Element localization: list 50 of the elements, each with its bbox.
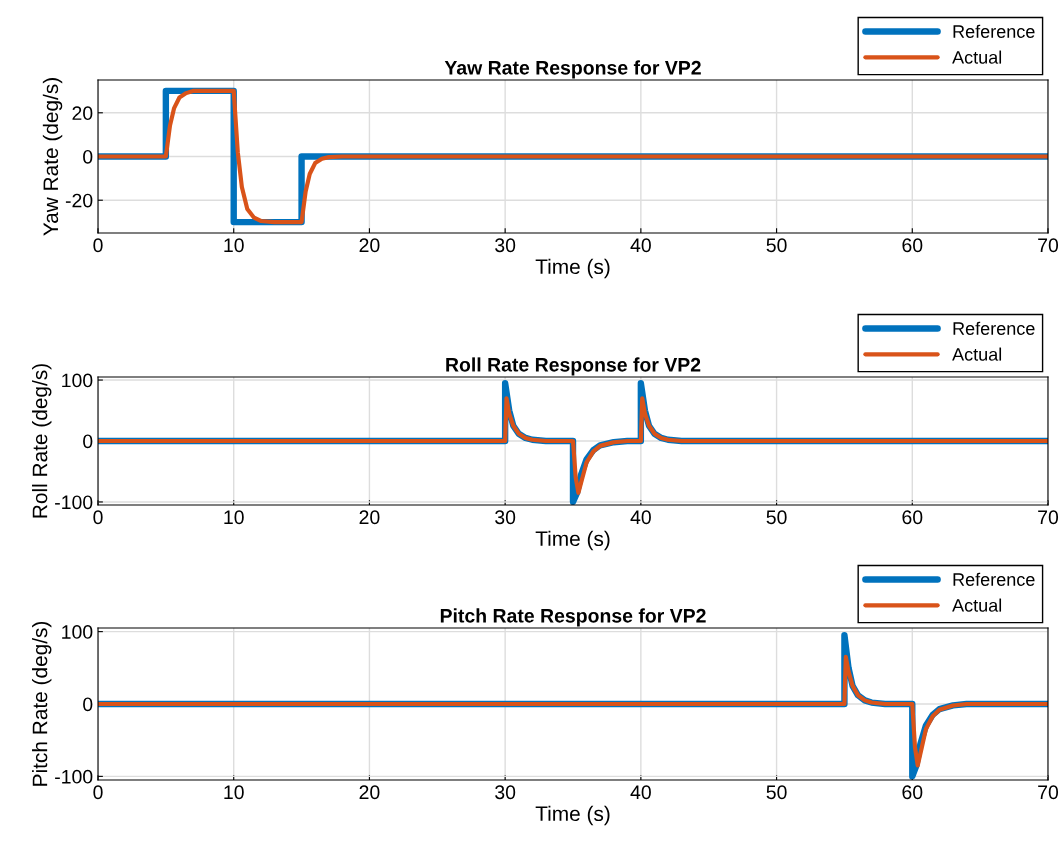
y-tick-label: 0 (83, 434, 93, 449)
y-tick-label: 0 (83, 149, 93, 164)
x-tick-label: 30 (495, 510, 516, 525)
y-tick-label: 20 (72, 106, 93, 121)
x-tick-label: 0 (93, 238, 103, 253)
x-tick-label: 60 (902, 785, 923, 800)
legend-label: Reference (953, 24, 1035, 38)
x-tick-label: 50 (766, 510, 787, 525)
y-axis-title: Yaw Rate (deg/s) (42, 78, 63, 236)
y-tick-label: -100 (55, 495, 93, 510)
x-tick-label: 0 (93, 510, 103, 525)
x-tick-label: 10 (224, 510, 244, 525)
x-tick-label: 0 (93, 785, 103, 800)
line-series (98, 654, 1048, 768)
x-tick-label: 40 (630, 785, 651, 800)
y-tick-label: -100 (55, 769, 93, 784)
legend-label: Reference (953, 321, 1035, 335)
x-tick-label: 70 (1038, 510, 1059, 525)
y-axis-title: Roll Rate (deg/s) (32, 364, 52, 518)
x-tick-label: 30 (495, 238, 516, 253)
x-tick-label: 60 (902, 510, 923, 525)
legend-label: Actual (952, 50, 1002, 64)
x-tick-label: 50 (766, 238, 787, 253)
x-tick-label: 50 (766, 785, 787, 800)
y-tick-label: 100 (62, 373, 93, 388)
x-tick-label: 70 (1038, 238, 1059, 253)
x-axis-title: Time (s) (535, 258, 610, 279)
chart-title: Pitch Rate Response for VP2 (440, 608, 706, 627)
x-tick-label: 10 (224, 238, 244, 253)
chart-title: Yaw Rate Response for VP2 (444, 60, 701, 79)
legend-label: Actual (952, 347, 1002, 361)
x-tick-label: 30 (495, 785, 516, 800)
y-tick-label: 100 (62, 625, 93, 639)
x-tick-label: 40 (630, 510, 651, 525)
x-axis-title: Time (s) (535, 530, 610, 551)
line-series (98, 396, 1048, 495)
x-axis-title: Time (s) (535, 805, 610, 826)
x-tick-label: 20 (359, 785, 380, 800)
y-tick-label: 0 (83, 697, 93, 712)
x-tick-label: 10 (224, 785, 244, 800)
x-tick-label: 20 (359, 238, 380, 253)
x-tick-label: 60 (902, 238, 923, 253)
y-tick-label: -20 (65, 193, 93, 208)
x-tick-label: 40 (630, 238, 651, 253)
x-tick-label: 70 (1038, 785, 1059, 800)
chart-title: Roll Rate Response for VP2 (446, 357, 701, 376)
x-tick-label: 20 (359, 510, 380, 525)
legend-label: Actual (952, 598, 1002, 612)
legend-label: Reference (953, 572, 1035, 586)
y-axis-title: Pitch Rate (deg/s) (32, 621, 52, 786)
